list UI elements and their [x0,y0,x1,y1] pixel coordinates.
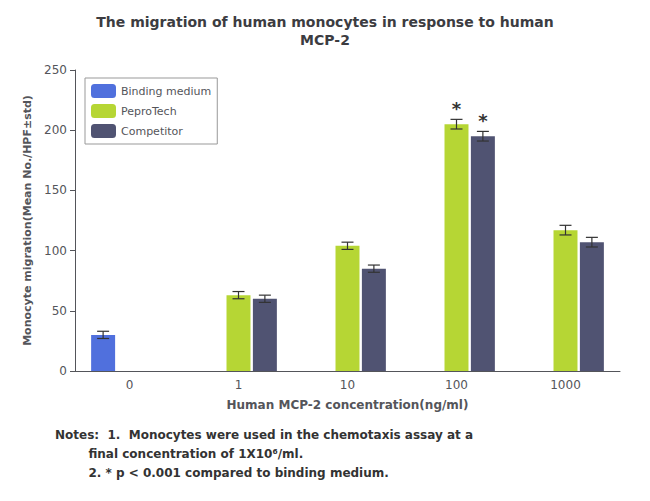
svg-text:2. * p < 0.001 compared to bin: 2. * p < 0.001 compared to binding mediu… [55,466,389,480]
svg-text:100: 100 [44,244,67,258]
svg-text:PeproTech: PeproTech [121,105,177,118]
svg-text:The migration of human monocyt: The migration of human monocytes in resp… [96,14,553,30]
svg-text:0: 0 [126,378,134,392]
svg-text:1000: 1000 [550,378,581,392]
svg-text:*: * [478,110,488,131]
svg-text:0: 0 [59,364,67,378]
svg-text:Human MCP-2 concentration(ng/m: Human MCP-2 concentration(ng/ml) [227,398,469,412]
svg-text:Notes: 1. Monocytes were use: Notes: 1. Monocytes were used in the che… [55,428,473,442]
svg-text:MCP-2: MCP-2 [300,32,350,48]
svg-text:Monocyte migration(Mean No./HP: Monocyte migration(Mean No./HPF±std) [21,95,34,346]
svg-text:150: 150 [44,183,67,197]
svg-text:1: 1 [235,378,243,392]
svg-text:final concentration of 1X10⁶/m: final concentration of 1X10⁶/ml. [55,447,303,461]
svg-text:10: 10 [340,378,355,392]
svg-text:100: 100 [445,378,468,392]
svg-text:50: 50 [52,304,67,318]
svg-text:Binding medium: Binding medium [121,85,211,98]
svg-text:200: 200 [44,123,67,137]
svg-text:250: 250 [44,63,67,77]
svg-text:Competitor: Competitor [121,125,183,138]
svg-text:*: * [452,98,462,119]
